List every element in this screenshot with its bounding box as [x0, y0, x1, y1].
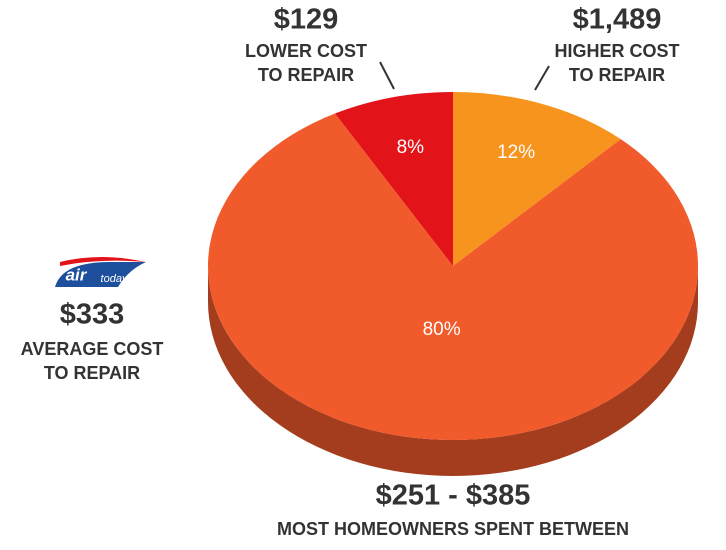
pie-side [208, 266, 698, 476]
logo-swoosh [55, 262, 146, 287]
pie-slice [334, 92, 453, 266]
leader-line [534, 65, 550, 91]
annotation-text: TO REPAIR [258, 65, 354, 85]
annotation-amount: $251 - $385 [376, 480, 531, 512]
leader-line [379, 61, 395, 90]
pie: 12% 80% 8% [207, 92, 698, 476]
slice-label: 8% [397, 137, 425, 158]
logo-swoosh [60, 257, 146, 266]
annotation-amount: $1,489 [573, 4, 662, 36]
annotation-amount: $129 [274, 4, 339, 36]
pie-slice [453, 92, 621, 266]
slice-label: 12% [497, 142, 535, 163]
annotation-text: TO REPAIR [44, 363, 140, 383]
logo-text: today [101, 273, 129, 285]
annotation-text: MOST HOMEOWNERS SPENT BETWEEN [277, 519, 629, 539]
annotation-text: TO REPAIR [569, 65, 665, 85]
annotation-amount: $333 [60, 299, 125, 331]
logo-text: air [66, 265, 88, 284]
annotation-text: HIGHER COST [554, 41, 679, 61]
logo: air today [55, 257, 146, 287]
slice-label: 80% [423, 319, 461, 340]
pie-slice [207, 113, 698, 440]
annotation-text: LOWER COST [245, 41, 367, 61]
annotation-text: AVERAGE COST [21, 339, 164, 359]
